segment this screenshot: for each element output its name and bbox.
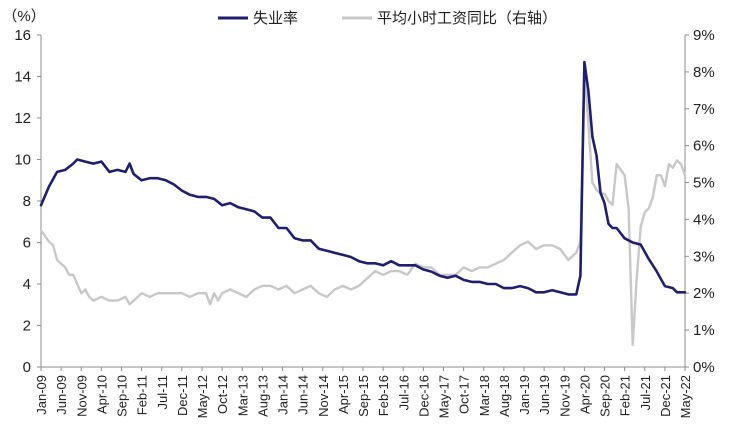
x-tick-label: Dec-21 — [658, 375, 673, 417]
y-left-tick-label: 0 — [23, 359, 31, 376]
x-tick-label: Jun-14 — [296, 375, 311, 415]
x-tick-label: Dec-11 — [175, 375, 190, 416]
x-tick-label: Sep-15 — [356, 375, 371, 417]
x-tick-label: Nov-19 — [557, 375, 572, 417]
x-tick-label: Mar-13 — [235, 375, 250, 416]
y-left-tick-label: 10 — [14, 152, 31, 169]
y-right-tick-label: 5% — [693, 175, 715, 192]
x-tick-label: Jul-21 — [638, 375, 653, 410]
axes: 0 2 4 6 8 10 12 14 16 0% 1% 2% 3% 4% 5% 6% 7% 8% 9% Jan-09 J… — [14, 27, 714, 418]
x-tick-label: May-22 — [678, 375, 693, 418]
y-left-tick-label: 12 — [14, 110, 31, 127]
x-tick-label: Apr-10 — [94, 375, 109, 414]
series-layer — [39, 60, 687, 347]
x-tick-label: May-17 — [437, 375, 452, 418]
x-tick-label: Jul-11 — [155, 375, 170, 409]
y-right-tick-label: 2% — [693, 285, 715, 302]
x-tick-label: Jun-19 — [537, 375, 552, 415]
series-line-wage-growth — [39, 70, 687, 347]
x-tick-label: Feb-21 — [618, 375, 633, 416]
y-left-tick-label: 6 — [23, 235, 31, 252]
x-tick-label: Jan-19 — [517, 375, 532, 415]
y-right-tick-label: 7% — [693, 101, 715, 118]
x-tick-label: Aug-13 — [255, 375, 270, 417]
x-tick-label: Jul-16 — [396, 375, 411, 410]
x-tick-label: Nov-09 — [74, 375, 89, 417]
x-tick-label: Oct-17 — [457, 375, 472, 414]
y-right-tick-label: 9% — [693, 27, 715, 44]
legend: 失业率 平均小时工资同比（右轴） — [218, 10, 557, 27]
y-left-tick-label: 16 — [14, 27, 31, 44]
x-tick-label: Feb-16 — [376, 375, 391, 416]
y-left-tick-label: 4 — [23, 276, 31, 293]
x-tick-label: Dec-16 — [416, 375, 431, 417]
x-tick-label: Sep-10 — [115, 375, 130, 417]
legend-label-unemployment: 失业率 — [253, 10, 298, 27]
x-tick-label: May-12 — [195, 375, 210, 418]
x-tick-label: Jan-09 — [34, 375, 49, 415]
x-tick-label: Apr-20 — [577, 375, 592, 414]
y-left-tick-label: 2 — [23, 318, 31, 335]
y-right-tick-label: 0% — [693, 359, 715, 376]
x-tick-label: Nov-14 — [316, 375, 331, 417]
x-tick-label: Aug-18 — [497, 375, 512, 417]
y-left-tick-label: 8 — [23, 193, 31, 210]
series-line-unemployment — [39, 60, 687, 296]
x-tick-label: Apr-15 — [336, 375, 351, 414]
legend-label-wage-growth: 平均小时工资同比（右轴） — [377, 10, 557, 27]
y-right-tick-label: 6% — [693, 138, 715, 155]
y-right-tick-label: 8% — [693, 64, 715, 81]
y-left-tick-label: 14 — [14, 69, 31, 86]
x-tick-label: Oct-12 — [215, 375, 230, 414]
x-tick-label: Jun-09 — [54, 375, 69, 415]
y-right-tick-label: 1% — [693, 322, 715, 339]
x-tick-label: Jan-14 — [276, 375, 291, 415]
x-tick-label: Mar-18 — [477, 375, 492, 416]
y-right-tick-label: 4% — [693, 211, 715, 228]
x-tick-label: Feb-11 — [135, 375, 150, 415]
y-right-tick-label: 3% — [693, 248, 715, 265]
left-axis-unit-label: （%） — [2, 8, 45, 25]
x-tick-label: Sep-20 — [598, 375, 613, 417]
